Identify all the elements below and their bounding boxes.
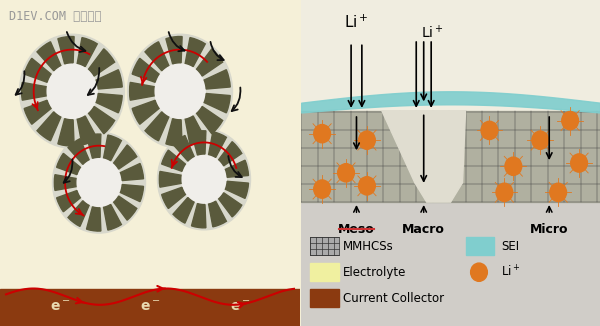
Wedge shape xyxy=(58,119,74,146)
Circle shape xyxy=(19,34,125,148)
Wedge shape xyxy=(173,135,194,161)
Wedge shape xyxy=(185,116,205,145)
Polygon shape xyxy=(382,111,466,183)
Wedge shape xyxy=(197,107,223,134)
Circle shape xyxy=(314,125,331,143)
Circle shape xyxy=(481,121,498,140)
Text: Li$^+$: Li$^+$ xyxy=(502,265,521,280)
Wedge shape xyxy=(86,134,101,158)
Text: Electrolyte: Electrolyte xyxy=(343,266,406,279)
Circle shape xyxy=(128,34,233,148)
Wedge shape xyxy=(24,58,51,82)
Bar xyxy=(301,111,600,202)
Text: Current Collector: Current Collector xyxy=(343,292,444,305)
Wedge shape xyxy=(161,150,185,171)
Wedge shape xyxy=(56,153,80,175)
Wedge shape xyxy=(113,145,137,169)
Wedge shape xyxy=(96,94,122,113)
Wedge shape xyxy=(145,42,169,71)
Wedge shape xyxy=(96,70,122,89)
Wedge shape xyxy=(22,82,46,100)
Circle shape xyxy=(571,154,587,172)
Text: Li$^+$: Li$^+$ xyxy=(344,14,369,32)
Text: MMHCSs: MMHCSs xyxy=(343,240,394,253)
Circle shape xyxy=(505,157,522,175)
Circle shape xyxy=(496,183,513,201)
Wedge shape xyxy=(24,100,51,124)
Circle shape xyxy=(550,183,566,201)
Text: e$^-$: e$^-$ xyxy=(230,300,250,313)
Wedge shape xyxy=(121,163,143,181)
Wedge shape xyxy=(218,142,242,166)
Wedge shape xyxy=(89,107,115,134)
Text: e$^-$: e$^-$ xyxy=(140,300,160,313)
Circle shape xyxy=(338,164,355,182)
Wedge shape xyxy=(113,196,137,220)
Wedge shape xyxy=(173,198,194,223)
Wedge shape xyxy=(132,100,159,124)
Wedge shape xyxy=(191,131,206,155)
Wedge shape xyxy=(226,160,248,177)
Bar xyxy=(310,263,338,281)
Circle shape xyxy=(314,180,331,198)
Bar xyxy=(310,289,338,307)
Wedge shape xyxy=(104,135,121,161)
Wedge shape xyxy=(185,37,205,67)
Wedge shape xyxy=(160,171,181,187)
Wedge shape xyxy=(197,49,223,76)
Wedge shape xyxy=(204,70,230,89)
Circle shape xyxy=(155,64,205,119)
Bar xyxy=(301,124,600,326)
Circle shape xyxy=(532,131,548,149)
Wedge shape xyxy=(58,37,74,64)
Circle shape xyxy=(77,158,121,207)
Text: Macro: Macro xyxy=(402,223,445,236)
Text: Meso: Meso xyxy=(338,223,375,236)
Text: e$^-$: e$^-$ xyxy=(50,300,70,313)
Bar xyxy=(466,237,494,255)
Text: Li$^+$: Li$^+$ xyxy=(421,24,444,41)
Wedge shape xyxy=(56,190,80,212)
Wedge shape xyxy=(121,185,143,202)
Wedge shape xyxy=(161,187,185,209)
Wedge shape xyxy=(89,49,115,76)
Bar xyxy=(310,237,338,255)
Wedge shape xyxy=(77,116,97,145)
Text: Micro: Micro xyxy=(530,223,568,236)
Wedge shape xyxy=(104,204,121,230)
Wedge shape xyxy=(77,37,97,67)
Text: D1EV.COM 第一电动: D1EV.COM 第一电动 xyxy=(9,10,101,23)
Polygon shape xyxy=(415,183,463,202)
Wedge shape xyxy=(209,132,226,157)
Wedge shape xyxy=(68,201,89,227)
Wedge shape xyxy=(55,175,76,190)
Circle shape xyxy=(47,64,97,119)
Bar xyxy=(0,289,300,326)
Circle shape xyxy=(157,129,251,230)
Wedge shape xyxy=(166,119,182,146)
Wedge shape xyxy=(218,193,242,217)
Wedge shape xyxy=(132,58,159,82)
Wedge shape xyxy=(166,37,182,64)
Wedge shape xyxy=(145,112,169,141)
Text: SEI: SEI xyxy=(502,240,520,253)
Wedge shape xyxy=(226,181,248,199)
Circle shape xyxy=(470,263,487,281)
Wedge shape xyxy=(37,42,61,71)
Wedge shape xyxy=(130,82,154,100)
Circle shape xyxy=(359,131,376,149)
Circle shape xyxy=(359,177,376,195)
Wedge shape xyxy=(204,94,230,113)
Circle shape xyxy=(53,132,146,233)
Wedge shape xyxy=(191,203,206,228)
Bar xyxy=(301,0,600,124)
Wedge shape xyxy=(68,139,89,164)
Circle shape xyxy=(182,155,226,203)
Circle shape xyxy=(562,111,578,130)
Wedge shape xyxy=(37,112,61,141)
Wedge shape xyxy=(86,207,101,231)
Wedge shape xyxy=(209,201,226,227)
